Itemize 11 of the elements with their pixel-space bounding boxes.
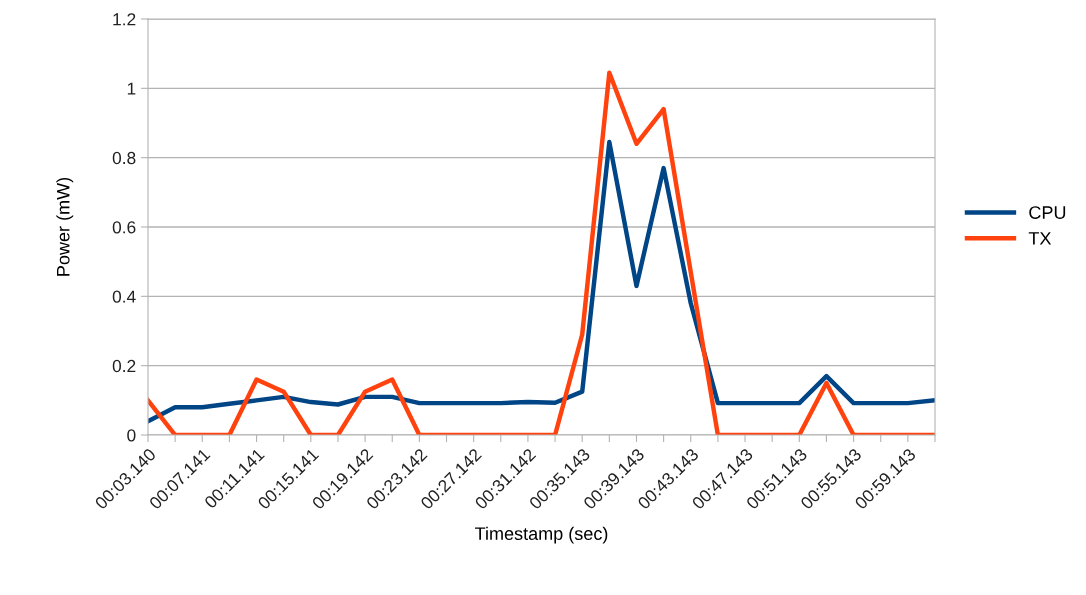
y-tick-label: 0 [127, 429, 136, 442]
y-tick-label: 0.6 [112, 221, 136, 234]
legend-label: CPU [1029, 206, 1066, 219]
y-tick-label: 0.8 [112, 151, 136, 165]
y-tick-label: 1.2 [113, 13, 136, 26]
y-axis-title: Power (mW) [56, 177, 74, 276]
y-tick-label: 0.2 [112, 359, 136, 373]
y-tick-label: 1 [127, 82, 136, 95]
y-tick-label: 0.4 [112, 290, 136, 303]
x-axis-title: Timestamp (sec) [475, 526, 608, 544]
legend-label: TX [1028, 232, 1052, 245]
